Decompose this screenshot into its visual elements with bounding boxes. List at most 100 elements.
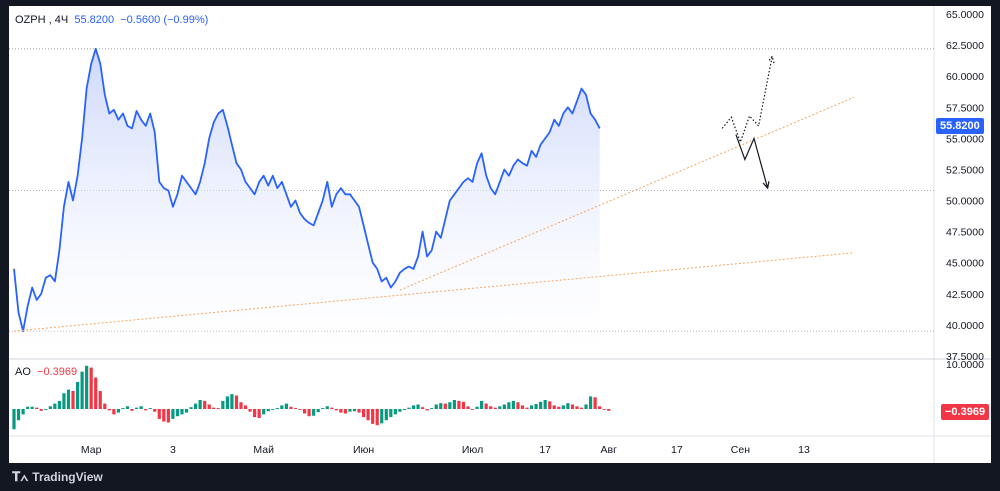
ao-bar <box>402 409 407 410</box>
ao-bar <box>421 407 425 409</box>
ao-bar <box>234 395 239 409</box>
tradingview-logo[interactable]: 𝐓∧ TradingView <box>12 469 103 485</box>
ao-bar <box>85 365 89 409</box>
ao-bar <box>198 400 202 409</box>
ao-bar <box>66 389 71 409</box>
price-tick-label: 60.0000 <box>946 71 984 83</box>
ao-bar <box>443 403 447 409</box>
ao-bar <box>470 409 475 410</box>
ao-bar <box>189 407 193 409</box>
ao-bar <box>434 404 438 409</box>
chart-panel: 37.5000 40.0000 42.5000 45.0000 47.5000 50.00… <box>9 6 991 463</box>
ao-bar <box>103 403 107 409</box>
ao-label[interactable]: AO <box>15 366 31 378</box>
ao-bar <box>16 409 21 421</box>
ao-bar <box>593 397 597 409</box>
ao-bar <box>298 409 302 410</box>
ao-bar <box>511 400 515 409</box>
ao-bar <box>280 405 284 409</box>
ao-header[interactable]: AO −0.3969 <box>15 366 77 378</box>
ao-bar <box>171 409 175 419</box>
ao-bar <box>230 394 234 409</box>
ao-bar <box>398 409 402 412</box>
ao-bar <box>557 406 561 409</box>
ao-bar <box>243 405 248 409</box>
date-tick-label: Май <box>253 444 274 456</box>
date-tick-label: Мар <box>81 444 102 456</box>
ao-bar <box>35 407 39 409</box>
ao-bar <box>598 406 602 409</box>
price-tick-label: 47.5000 <box>946 227 984 239</box>
ao-bar <box>253 409 257 418</box>
ao-bar <box>375 409 379 426</box>
ao-bar <box>548 401 552 409</box>
ao-tag: −0.3969 <box>941 404 990 420</box>
ao-bar <box>98 391 102 409</box>
ao-bar <box>534 404 538 409</box>
ao-bar <box>543 400 547 409</box>
ao-bar <box>39 409 43 411</box>
ao-bar <box>266 409 270 412</box>
ao-bar <box>212 407 216 409</box>
ao-bar <box>529 405 534 409</box>
ao-bar <box>175 409 180 417</box>
ao-bar <box>71 391 75 409</box>
ao-bar <box>525 407 529 409</box>
ao-bar <box>602 409 606 410</box>
ao-bar <box>484 403 488 409</box>
ao-bar <box>248 409 252 412</box>
symbol-name[interactable]: OZPH <box>15 14 46 26</box>
ao-bar <box>439 403 443 409</box>
ao-bar <box>293 408 298 409</box>
price-tick-label: 52.5000 <box>946 164 984 176</box>
ao-bar <box>552 405 556 409</box>
ao-bar <box>125 406 130 409</box>
ao-bar <box>75 382 80 409</box>
ao-bar <box>411 405 416 409</box>
price-tick-label: 45.0000 <box>946 258 984 270</box>
ao-bar <box>457 400 461 409</box>
ao-bar <box>380 409 384 424</box>
projection-arrow-1 <box>762 181 770 190</box>
ao-bar <box>275 408 279 409</box>
ao-bar <box>330 407 334 409</box>
ao-bar <box>584 404 588 409</box>
symbol-header[interactable]: OZPH , 4Ч 55.8200 −0.5600 (−0.99%) <box>15 14 209 26</box>
ao-bar <box>579 407 584 409</box>
ao-bar <box>516 402 520 409</box>
price-tick-label: 55.0000 <box>946 133 984 145</box>
price-tag: 55.8200 <box>936 118 984 134</box>
price-tick-label: 65.0000 <box>946 9 984 21</box>
date-tick-label: 13 <box>798 444 810 456</box>
price-tick-label: 42.5000 <box>946 289 984 301</box>
ao-bar <box>416 404 420 409</box>
ao-bar <box>139 406 143 409</box>
price-line <box>13 47 601 332</box>
ao-bar <box>561 405 565 409</box>
ao-bar <box>144 409 148 411</box>
ao-bar <box>307 409 311 417</box>
ao-bar <box>389 409 393 418</box>
ao-bar <box>225 396 229 409</box>
ao-bar <box>321 408 325 409</box>
ao-bar <box>134 407 139 409</box>
ao-value: −0.3969 <box>37 366 78 378</box>
ao-bar <box>498 406 502 409</box>
chart-svg[interactable]: 37.5000 40.0000 42.5000 45.0000 47.5000 50.00… <box>9 6 991 463</box>
ao-bar <box>26 406 30 409</box>
ao-bar <box>57 400 61 409</box>
ao-bar <box>162 409 166 422</box>
ao-bar <box>271 409 275 410</box>
ao-bar <box>112 409 116 415</box>
ao-bar <box>607 409 611 411</box>
ao-bar <box>570 404 575 409</box>
ao-bar <box>221 400 225 409</box>
interval-label[interactable]: 4Ч <box>54 14 69 26</box>
trendline-0 <box>13 252 854 332</box>
ao-bar <box>94 377 98 409</box>
ao-bar <box>452 400 456 409</box>
last-price-value: 55.8200 <box>74 14 115 26</box>
price-tick-label: 40.0000 <box>946 320 984 332</box>
ao-bar <box>507 402 511 409</box>
ao-bar <box>157 409 161 419</box>
